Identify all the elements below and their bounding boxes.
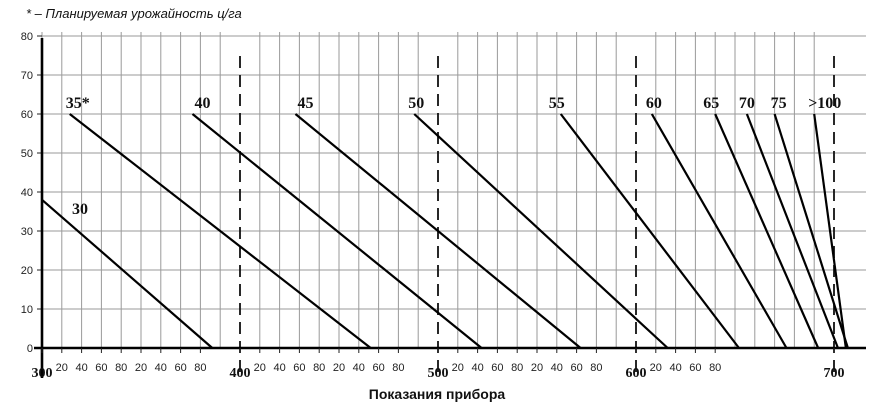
y-tick-label: 30 xyxy=(21,226,33,238)
x-tick-label: 40 xyxy=(155,362,167,374)
y-tick-label: 50 xyxy=(21,148,33,160)
x-tick-label: 40 xyxy=(75,362,87,374)
series-line xyxy=(413,113,669,349)
x-tick-label: 60 xyxy=(95,362,107,374)
x-tick-label-major: 400 xyxy=(230,366,251,381)
series-label: 45 xyxy=(297,95,313,112)
x-tick-label: 40 xyxy=(551,362,563,374)
series-line xyxy=(559,113,740,349)
series-label: 60 xyxy=(646,95,662,112)
series-line xyxy=(745,113,839,349)
series-label: 75 xyxy=(771,95,787,112)
y-tick-label: 0 xyxy=(27,343,33,355)
x-tick-label: 80 xyxy=(115,362,127,374)
x-tick-label: 60 xyxy=(491,362,503,374)
series-line xyxy=(650,113,788,349)
x-tick-label: 40 xyxy=(471,362,483,374)
series-line xyxy=(69,113,372,349)
series-line xyxy=(813,113,847,349)
y-tick-label: 10 xyxy=(21,304,33,316)
series-line xyxy=(773,113,849,349)
series-label: 70 xyxy=(739,95,755,112)
series-label: 35* xyxy=(66,95,90,112)
x-tick-label: 20 xyxy=(254,362,266,374)
series-line xyxy=(41,198,214,349)
series-label: >100 xyxy=(808,95,841,112)
x-tick-label-major: 600 xyxy=(626,366,647,381)
x-tick-label: 40 xyxy=(353,362,365,374)
x-tick-label: 60 xyxy=(293,362,305,374)
x-tick-label: 80 xyxy=(194,362,206,374)
x-tick-label-major: 700 xyxy=(824,366,845,381)
y-tick-label: 70 xyxy=(21,70,33,82)
series-label: 65 xyxy=(703,95,719,112)
x-tick-label: 20 xyxy=(531,362,543,374)
series-label: 30 xyxy=(72,201,88,218)
y-tick-label: 60 xyxy=(21,109,33,121)
x-tick-label: 60 xyxy=(372,362,384,374)
x-tick-label-major: 300 xyxy=(32,366,53,381)
x-tick-label: 80 xyxy=(392,362,404,374)
x-tick-label-major: 500 xyxy=(428,366,449,381)
x-axis-title: Показания прибора xyxy=(368,386,506,402)
y-tick-label: 20 xyxy=(21,265,33,277)
series-label: 40 xyxy=(194,95,210,112)
x-tick-label: 20 xyxy=(135,362,147,374)
series-line xyxy=(714,113,820,349)
x-tick-label: 80 xyxy=(709,362,721,374)
x-tick-label: 40 xyxy=(273,362,285,374)
series-line xyxy=(191,113,483,349)
x-tick-label: 60 xyxy=(689,362,701,374)
y-tick-label: 40 xyxy=(21,187,33,199)
footnote: * – Планируемая урожайность ц/га xyxy=(26,6,242,21)
x-tick-label: 80 xyxy=(511,362,523,374)
series-label: 55 xyxy=(549,95,565,112)
x-tick-label: 20 xyxy=(56,362,68,374)
x-tick-label: 40 xyxy=(669,362,681,374)
x-tick-label: 20 xyxy=(333,362,345,374)
x-tick-label: 60 xyxy=(174,362,186,374)
series-line xyxy=(294,113,582,349)
y-tick-label: 80 xyxy=(21,31,33,43)
x-tick-label: 80 xyxy=(590,362,602,374)
x-tick-label: 20 xyxy=(650,362,662,374)
x-tick-label: 20 xyxy=(452,362,464,374)
x-tick-label: 80 xyxy=(313,362,325,374)
x-tick-label: 60 xyxy=(570,362,582,374)
series-label: 50 xyxy=(408,95,424,112)
